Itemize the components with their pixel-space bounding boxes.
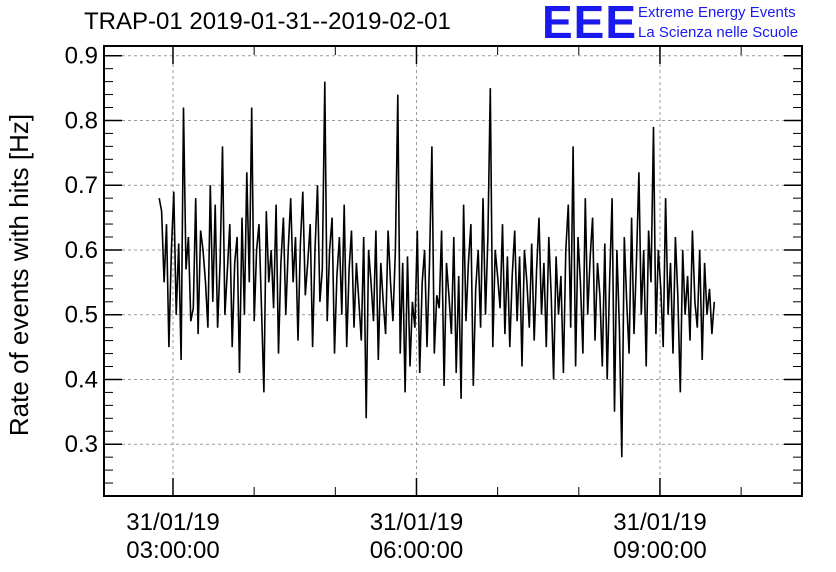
y-tick-label: 0.5 [65,302,98,329]
x-tick-label-date: 31/01/19 [613,509,706,536]
chart-title: TRAP-01 2019-01-31--2019-02-01 [84,8,451,35]
x-tick-label-time: 03:00:00 [126,537,219,564]
tick-labels: 0.30.40.50.60.70.80.931/01/1903:00:0031/… [65,43,707,564]
y-tick-label: 0.3 [65,431,98,458]
rate-series-line [158,81,716,458]
y-tick-label: 0.4 [65,366,98,393]
x-tick-label-date: 31/01/19 [126,509,219,536]
y-tick-label: 0.9 [65,43,98,70]
x-tick-label-time: 09:00:00 [613,537,706,564]
x-tick-label-time: 06:00:00 [370,537,463,564]
plot-frame [103,45,803,497]
y-axis-label: Rate of events with hits [Hz] [4,114,34,436]
eee-logo: EEE Extreme Energy Events La Scienza nel… [542,0,832,48]
logo-mark: EEE [542,0,638,48]
axis-ticks [104,46,802,497]
y-tick-label: 0.8 [65,107,98,134]
logo-tagline-1: Extreme Energy Events [638,4,796,21]
logo-tagline-2: La Scienza nelle Scuole [638,24,799,41]
x-tick-label-date: 31/01/19 [370,509,463,536]
y-tick-label: 0.7 [65,172,98,199]
y-tick-label: 0.6 [65,237,98,264]
